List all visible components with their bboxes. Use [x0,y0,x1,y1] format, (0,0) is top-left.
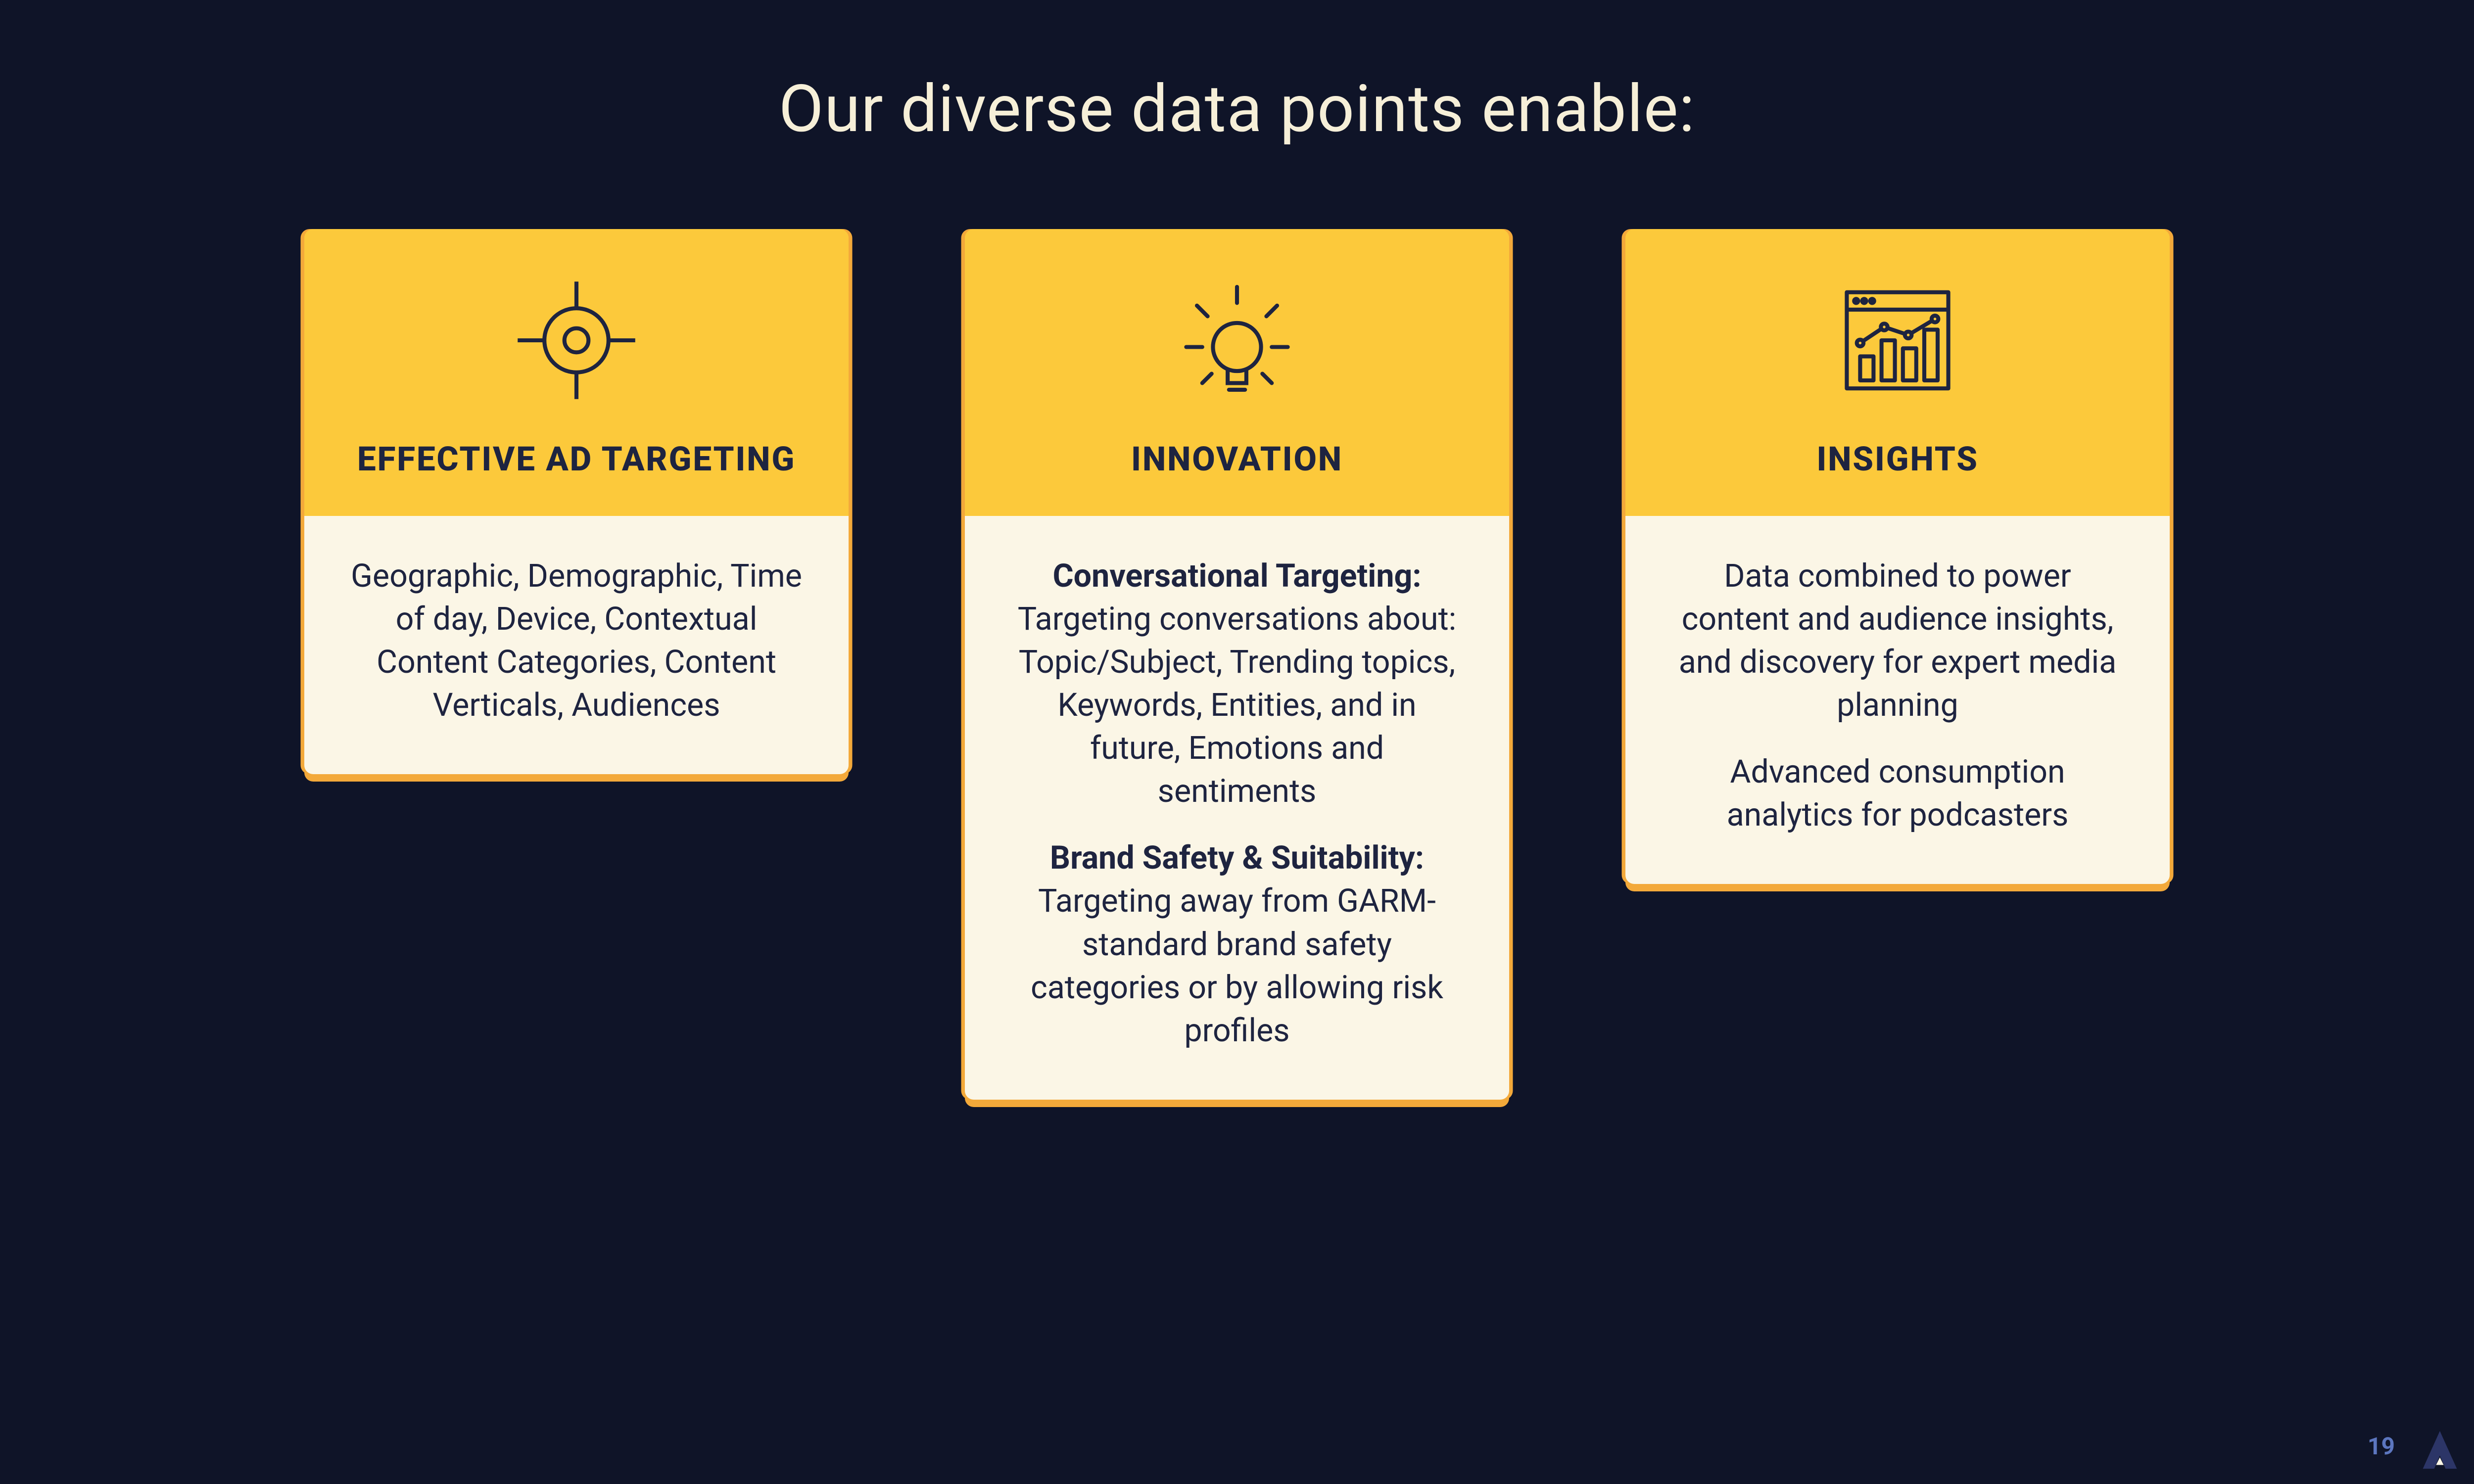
card-body: Conversational Targeting: Targeting conv… [965,516,1509,1100]
card-header: INNOVATION [965,229,1509,516]
card-paragraph: Advanced consumption analytics for podca… [1670,750,2125,836]
card-body: Geographic, Demographic, Time of day, De… [304,516,849,774]
card-paragraph: Data combined to power content and audie… [1670,555,2125,727]
card-paragraph: Geographic, Demographic, Time of day, De… [349,555,804,727]
target-icon [510,274,643,407]
card-title: INSIGHTS [1816,440,1978,479]
card-title: INNOVATION [1131,440,1343,479]
lightbulb-icon [1170,274,1304,407]
slide-title: Our diverse data points enable: [779,71,1696,147]
card-header: INSIGHTS [1625,229,2170,516]
card-paragraph: Brand Safety & Suitability: Targeting aw… [1009,836,1465,1052]
analytics-icon [1831,274,1964,407]
slide: Our diverse data points enable: EFFECTIV… [0,0,2474,1484]
card-targeting: EFFECTIVE AD TARGETING Geographic, Demog… [304,229,849,774]
card-paragraph: Conversational Targeting: Targeting conv… [1009,555,1465,813]
cards-row: EFFECTIVE AD TARGETING Geographic, Demog… [0,229,2474,1100]
card-innovation: INNOVATION Conversational Targeting: Tar… [965,229,1509,1100]
logo-icon [2421,1429,2459,1471]
page-number: 19 [2368,1432,2395,1460]
card-header: EFFECTIVE AD TARGETING [304,229,849,516]
card-title: EFFECTIVE AD TARGETING [357,440,796,479]
card-body: Data combined to power content and audie… [1625,516,2170,884]
card-insights: INSIGHTS Data combined to power content … [1625,229,2170,884]
